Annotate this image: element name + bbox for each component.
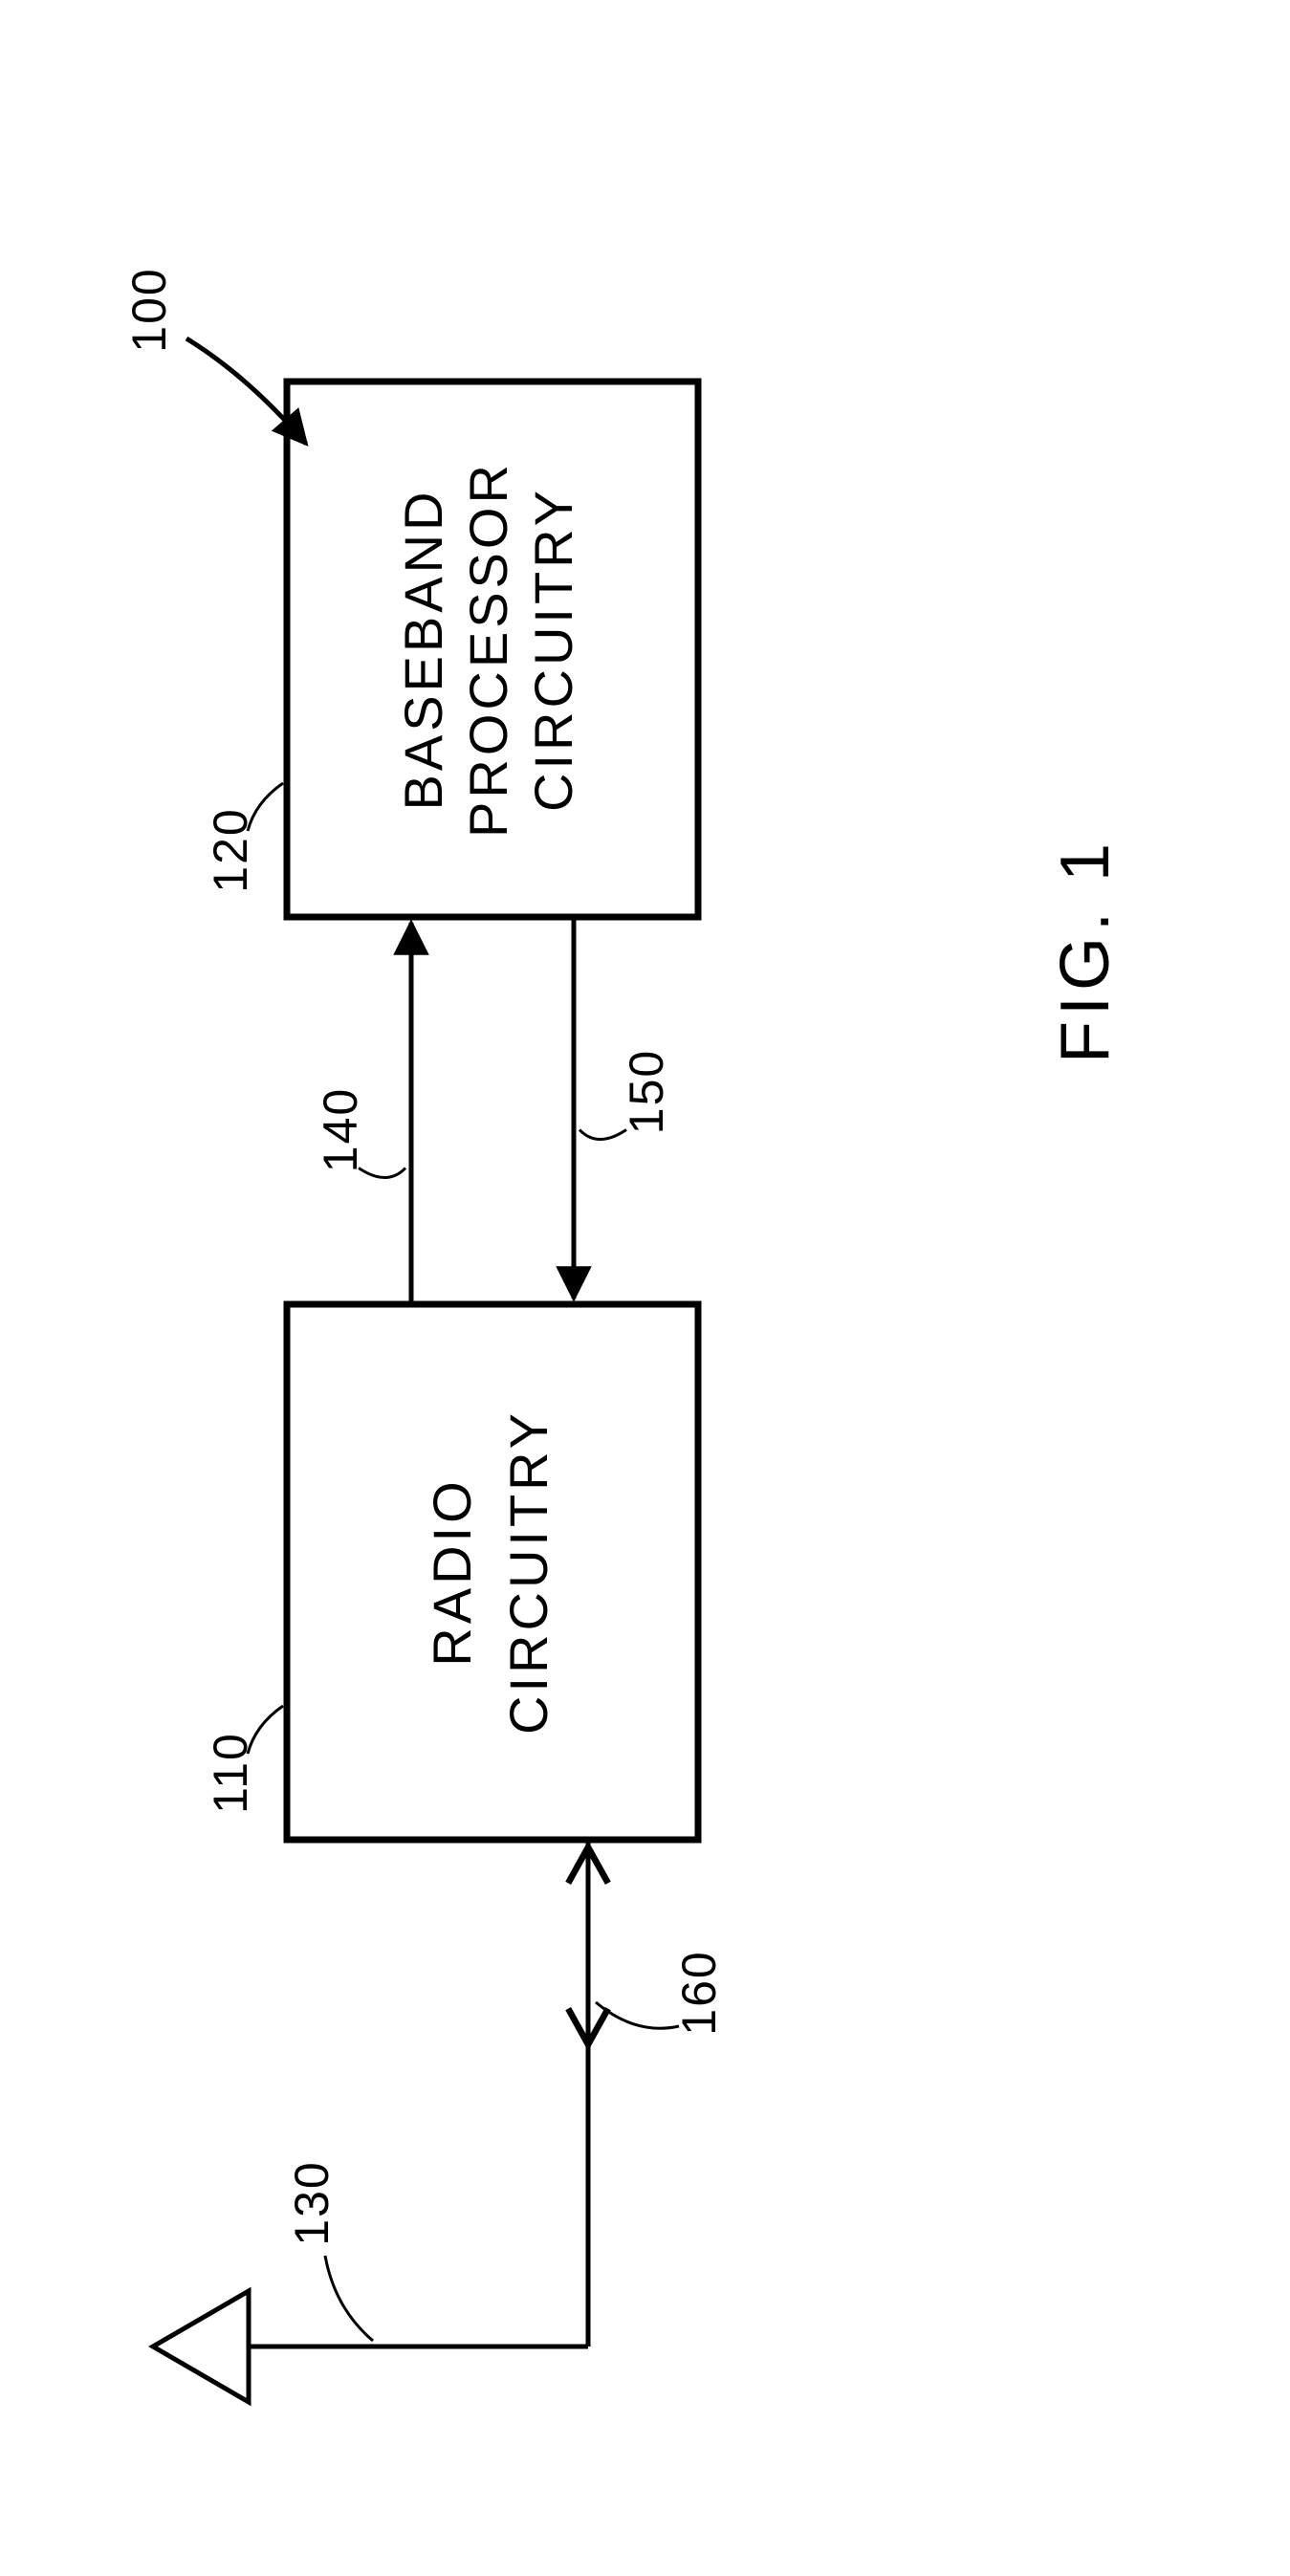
figure-label: FIG. 1 <box>1047 838 1124 1063</box>
radio-label-2: CIRCUITRY <box>498 1409 558 1735</box>
antenna-ref-label: 130 <box>285 2160 339 2245</box>
baseband-label-1: BASEBAND <box>393 489 453 811</box>
link140-ref-label: 140 <box>314 1087 367 1172</box>
radio-label-1: RADIO <box>422 1477 482 1666</box>
link150-ref-label: 150 <box>620 1049 673 1134</box>
baseband-label-3: CIRCUITRY <box>523 487 583 812</box>
baseband-label-2: PROCESSOR <box>458 461 518 838</box>
antenna-ref-leader <box>325 2256 373 2341</box>
link160-ref-leader <box>596 2002 679 2028</box>
antenna-icon <box>153 2291 249 2402</box>
link160-ref-label: 160 <box>672 1950 726 2035</box>
radio-circuitry-block <box>287 1304 698 1840</box>
baseband-ref-label: 120 <box>204 807 257 892</box>
system-ref-label: 100 <box>122 267 176 352</box>
